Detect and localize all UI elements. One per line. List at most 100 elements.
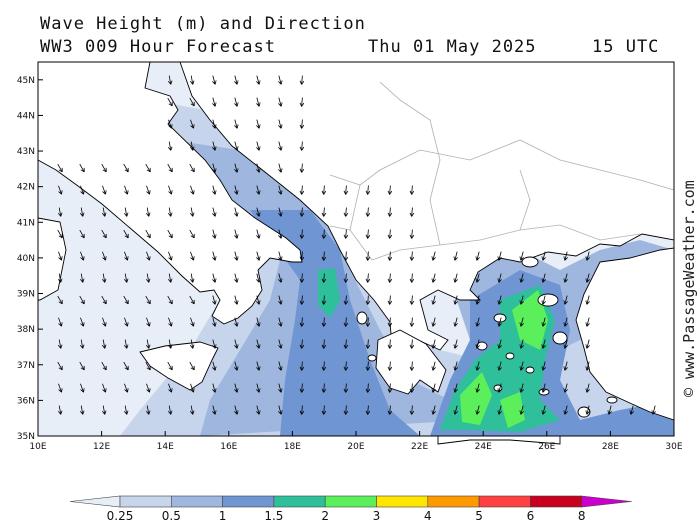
wave-arrow [563, 339, 568, 349]
wave-arrow [387, 361, 393, 371]
wave-arrow [321, 405, 327, 415]
wave-arrow [409, 361, 415, 371]
wave-arrow [278, 207, 283, 217]
wave-arrow [519, 383, 524, 393]
wave-arrow [497, 317, 502, 327]
wave-arrow [563, 295, 568, 305]
wave-arrow [321, 185, 327, 195]
wave-arrow [365, 229, 371, 239]
wave-arrow [58, 383, 63, 393]
wave-arrow [167, 141, 173, 151]
wave-arrow [146, 251, 151, 261]
legend-swatch [376, 495, 429, 508]
wave-arrow [431, 273, 436, 283]
wave-arrow [299, 383, 305, 393]
wave-arrow [101, 405, 107, 415]
wave-arrow [145, 405, 151, 415]
forecast-time: 15 UTC [592, 37, 660, 57]
wave-arrow [409, 317, 415, 327]
lat-label: 37N [17, 361, 35, 371]
wave-arrow [234, 295, 239, 305]
wave-arrow [629, 405, 634, 415]
wave-arrow [256, 339, 261, 349]
wave-arrow [234, 383, 239, 393]
wave-arrow [212, 185, 217, 195]
wave-arrow [299, 317, 305, 327]
wave-arrow [101, 361, 107, 371]
wave-arrow [57, 229, 63, 239]
wave-arrow [453, 273, 458, 283]
wave-arrow [278, 295, 283, 305]
wave-arrow [278, 339, 283, 349]
legend-label: 0.5 [162, 509, 181, 523]
wave-arrow [497, 273, 502, 283]
wave-arrow [409, 405, 415, 415]
wave-arrow [585, 295, 590, 305]
legend-swatch [530, 495, 583, 508]
wave-arrow [57, 361, 63, 371]
wave-arrow [321, 383, 327, 393]
wave-arrow [102, 383, 107, 393]
wave-arrow [167, 229, 173, 239]
wave-arrow [431, 251, 436, 261]
wave-arrow [299, 185, 305, 195]
wave-map: 10E 12E 14E 16E 18E 20E 22E 24E 26E 28E 30E 35N 36N… [17, 61, 683, 452]
wave-arrow [519, 361, 524, 371]
wave-arrow [387, 251, 393, 261]
legend-swatch [427, 495, 480, 508]
wave-arrow [541, 317, 546, 327]
wave-arrow [409, 207, 415, 217]
wave-arrow [212, 383, 217, 393]
wave-arrow [299, 119, 305, 129]
lon-label: 16E [220, 442, 237, 452]
lat-label: 40N [17, 254, 35, 264]
wave-arrow [519, 317, 524, 327]
wave-arrow [256, 405, 261, 415]
wave-arrow [321, 273, 327, 283]
wave-arrow [234, 273, 239, 283]
wave-arrow [101, 207, 107, 217]
legend-labels: 0.25 0.5 1 1.5 2 3 4 5 6 8 [107, 509, 586, 523]
wave-arrow [365, 383, 371, 393]
axis-ticks [37, 79, 675, 437]
wave-arrow [365, 207, 371, 217]
wave-arrow [343, 251, 349, 261]
lon-label: 28E [602, 442, 619, 452]
wave-arrow [124, 251, 129, 261]
wave-arrow [563, 273, 568, 283]
wave-arrow [497, 251, 502, 261]
wave-arrow [189, 229, 195, 239]
lat-label: 35N [17, 432, 35, 442]
wave-arrow [365, 185, 371, 195]
wave-arrow [299, 361, 305, 371]
wave-arrow [168, 185, 173, 195]
forecast-date: Thu 01 May 2025 [368, 37, 537, 57]
wave-arrow [79, 361, 85, 371]
wave-arrow [234, 97, 239, 107]
wave-arrow [167, 273, 173, 283]
wave-arrow [497, 405, 502, 415]
wave-arrow [541, 383, 546, 393]
legend-label: 5 [475, 509, 483, 523]
wave-arrow [409, 383, 415, 393]
wave-arrow [475, 295, 480, 305]
wave-arrow [541, 295, 546, 305]
wave-arrow [541, 273, 546, 283]
legend-color-bar [69, 495, 632, 508]
wave-arrow [123, 229, 129, 239]
wave-arrow [475, 361, 480, 371]
wave-arrow [79, 273, 85, 283]
wave-arrow [365, 273, 371, 283]
wave-arrow [563, 405, 568, 415]
wave-arrow [278, 273, 283, 283]
wave-arrow [387, 185, 393, 195]
wave-arrow [168, 119, 173, 129]
wave-arrow [585, 383, 590, 393]
wave-arrow [299, 163, 305, 173]
wave-arrow [58, 185, 63, 195]
wave-arrow [57, 273, 63, 283]
wave-arrow [189, 75, 195, 85]
legend-swatch [273, 495, 326, 508]
wave-arrow [57, 163, 63, 173]
wave-arrow [409, 229, 415, 239]
